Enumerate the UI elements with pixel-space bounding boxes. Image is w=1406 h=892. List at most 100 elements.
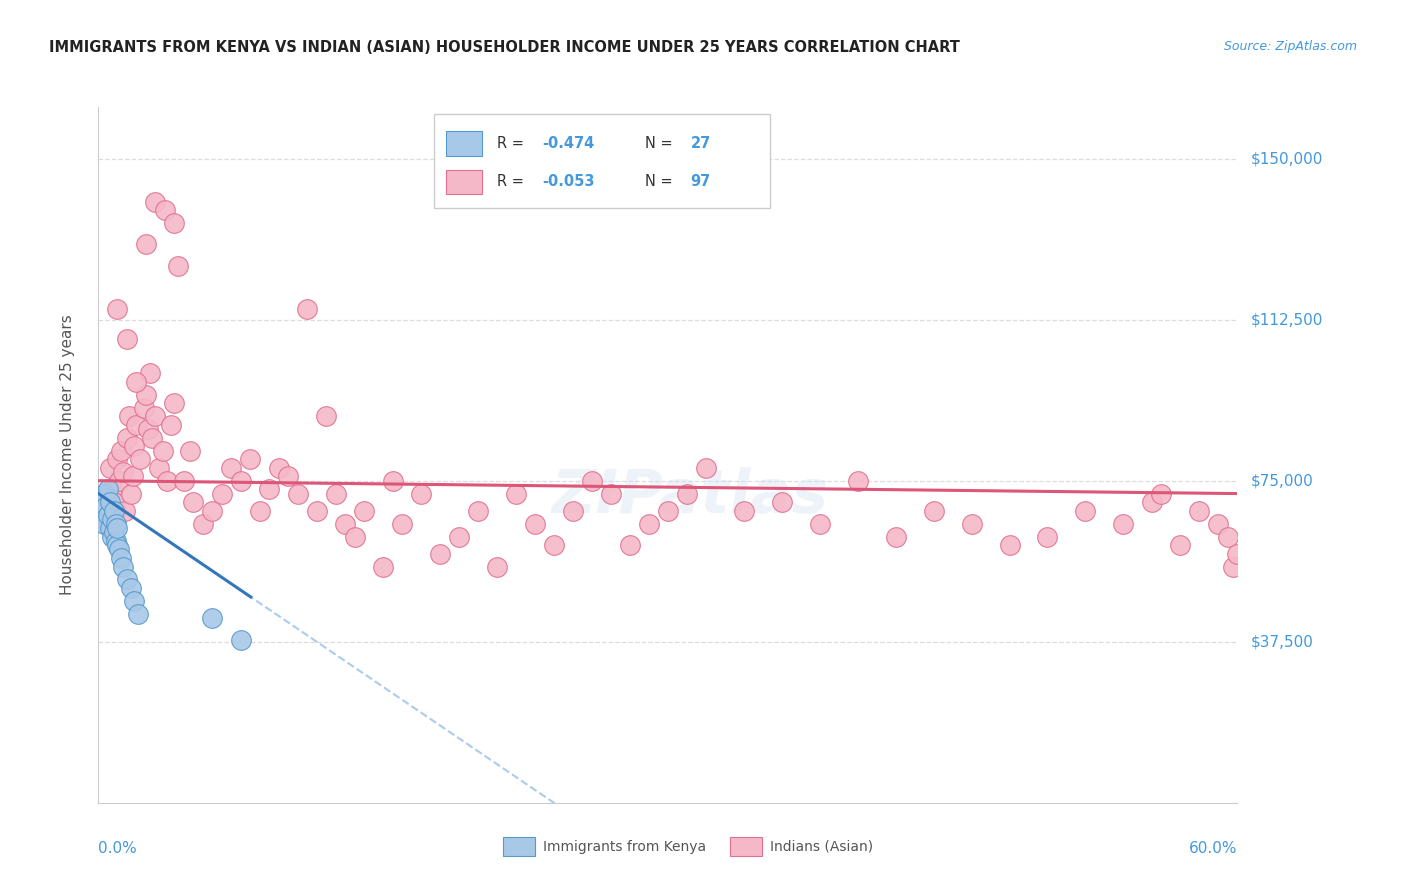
Point [115, 573, 138, 587]
Point [391, 516, 413, 531]
Point [1216, 529, 1239, 543]
Point [201, 504, 224, 518]
Point [120, 486, 142, 500]
Point [1074, 504, 1097, 518]
Point [733, 504, 755, 518]
Point [100, 483, 122, 497]
Point [107, 452, 129, 467]
Point [104, 516, 127, 531]
Text: N =: N = [645, 136, 678, 151]
Point [221, 460, 243, 475]
Text: IMMIGRANTS FROM KENYA VS INDIAN (ASIAN) HOUSEHOLDER INCOME UNDER 25 YEARS CORREL: IMMIGRANTS FROM KENYA VS INDIAN (ASIAN) … [49, 40, 960, 55]
Point [449, 529, 471, 543]
Point [998, 538, 1021, 552]
Point [93, 516, 115, 531]
Point [325, 486, 347, 500]
Point [94, 500, 117, 514]
Text: N =: N = [645, 174, 678, 189]
Point [108, 474, 131, 488]
Point [97, 508, 120, 522]
Point [315, 409, 337, 424]
Point [581, 474, 603, 488]
Point [183, 495, 205, 509]
Point [638, 516, 661, 531]
Point [960, 516, 983, 531]
Point [343, 529, 366, 543]
Text: -0.474: -0.474 [543, 136, 595, 151]
Point [91, 504, 114, 518]
Point [429, 547, 451, 561]
Point [179, 443, 201, 458]
Point [191, 516, 214, 531]
Point [1188, 504, 1211, 518]
Point [145, 194, 167, 209]
Point [486, 559, 509, 574]
Text: Source: ZipAtlas.com: Source: ZipAtlas.com [1223, 40, 1357, 54]
Point [229, 474, 252, 488]
Text: Immigrants from Kenya: Immigrants from Kenya [543, 839, 706, 854]
Point [98, 495, 121, 509]
Point [136, 422, 159, 436]
Point [103, 525, 125, 540]
Point [159, 417, 181, 432]
Point [112, 559, 135, 574]
Point [103, 504, 125, 518]
Point [381, 474, 404, 488]
Text: 97: 97 [690, 174, 711, 189]
Point [211, 486, 233, 500]
Point [115, 332, 138, 346]
Point [148, 460, 170, 475]
Point [145, 409, 167, 424]
Point [884, 529, 907, 543]
Point [112, 465, 135, 479]
Point [163, 216, 186, 230]
Point [163, 396, 186, 410]
Point [93, 504, 115, 518]
Point [153, 203, 176, 218]
Point [100, 512, 122, 526]
Point [124, 439, 146, 453]
Point [676, 486, 699, 500]
Text: 27: 27 [690, 136, 711, 151]
Point [371, 559, 394, 574]
Text: -0.053: -0.053 [543, 174, 595, 189]
Point [138, 367, 160, 381]
Point [173, 474, 195, 488]
Point [201, 611, 224, 625]
Point [125, 417, 148, 432]
Point [135, 388, 157, 402]
Point [1150, 486, 1173, 500]
Point [543, 538, 565, 552]
Point [167, 259, 190, 273]
Text: $150,000: $150,000 [1251, 151, 1323, 166]
Point [124, 594, 146, 608]
Point [98, 460, 121, 475]
Point [125, 375, 148, 389]
Text: 60.0%: 60.0% [1189, 841, 1237, 856]
Point [89, 495, 111, 509]
Point [249, 504, 271, 518]
FancyBboxPatch shape [446, 131, 482, 156]
Point [239, 452, 262, 467]
Point [97, 516, 120, 531]
Point [114, 504, 136, 518]
Text: R =: R = [498, 174, 529, 189]
Point [1036, 529, 1059, 543]
Point [505, 486, 527, 500]
Point [108, 542, 131, 557]
Point [600, 486, 623, 500]
Point [1112, 516, 1135, 531]
Point [335, 516, 357, 531]
Point [132, 401, 155, 415]
Point [156, 474, 179, 488]
Point [467, 504, 489, 518]
Point [277, 469, 299, 483]
Point [118, 409, 141, 424]
Point [104, 533, 127, 548]
Point [104, 504, 127, 518]
Point [93, 486, 115, 500]
Point [129, 452, 152, 467]
Point [1208, 516, 1230, 531]
Point [97, 483, 120, 497]
Point [297, 301, 319, 316]
